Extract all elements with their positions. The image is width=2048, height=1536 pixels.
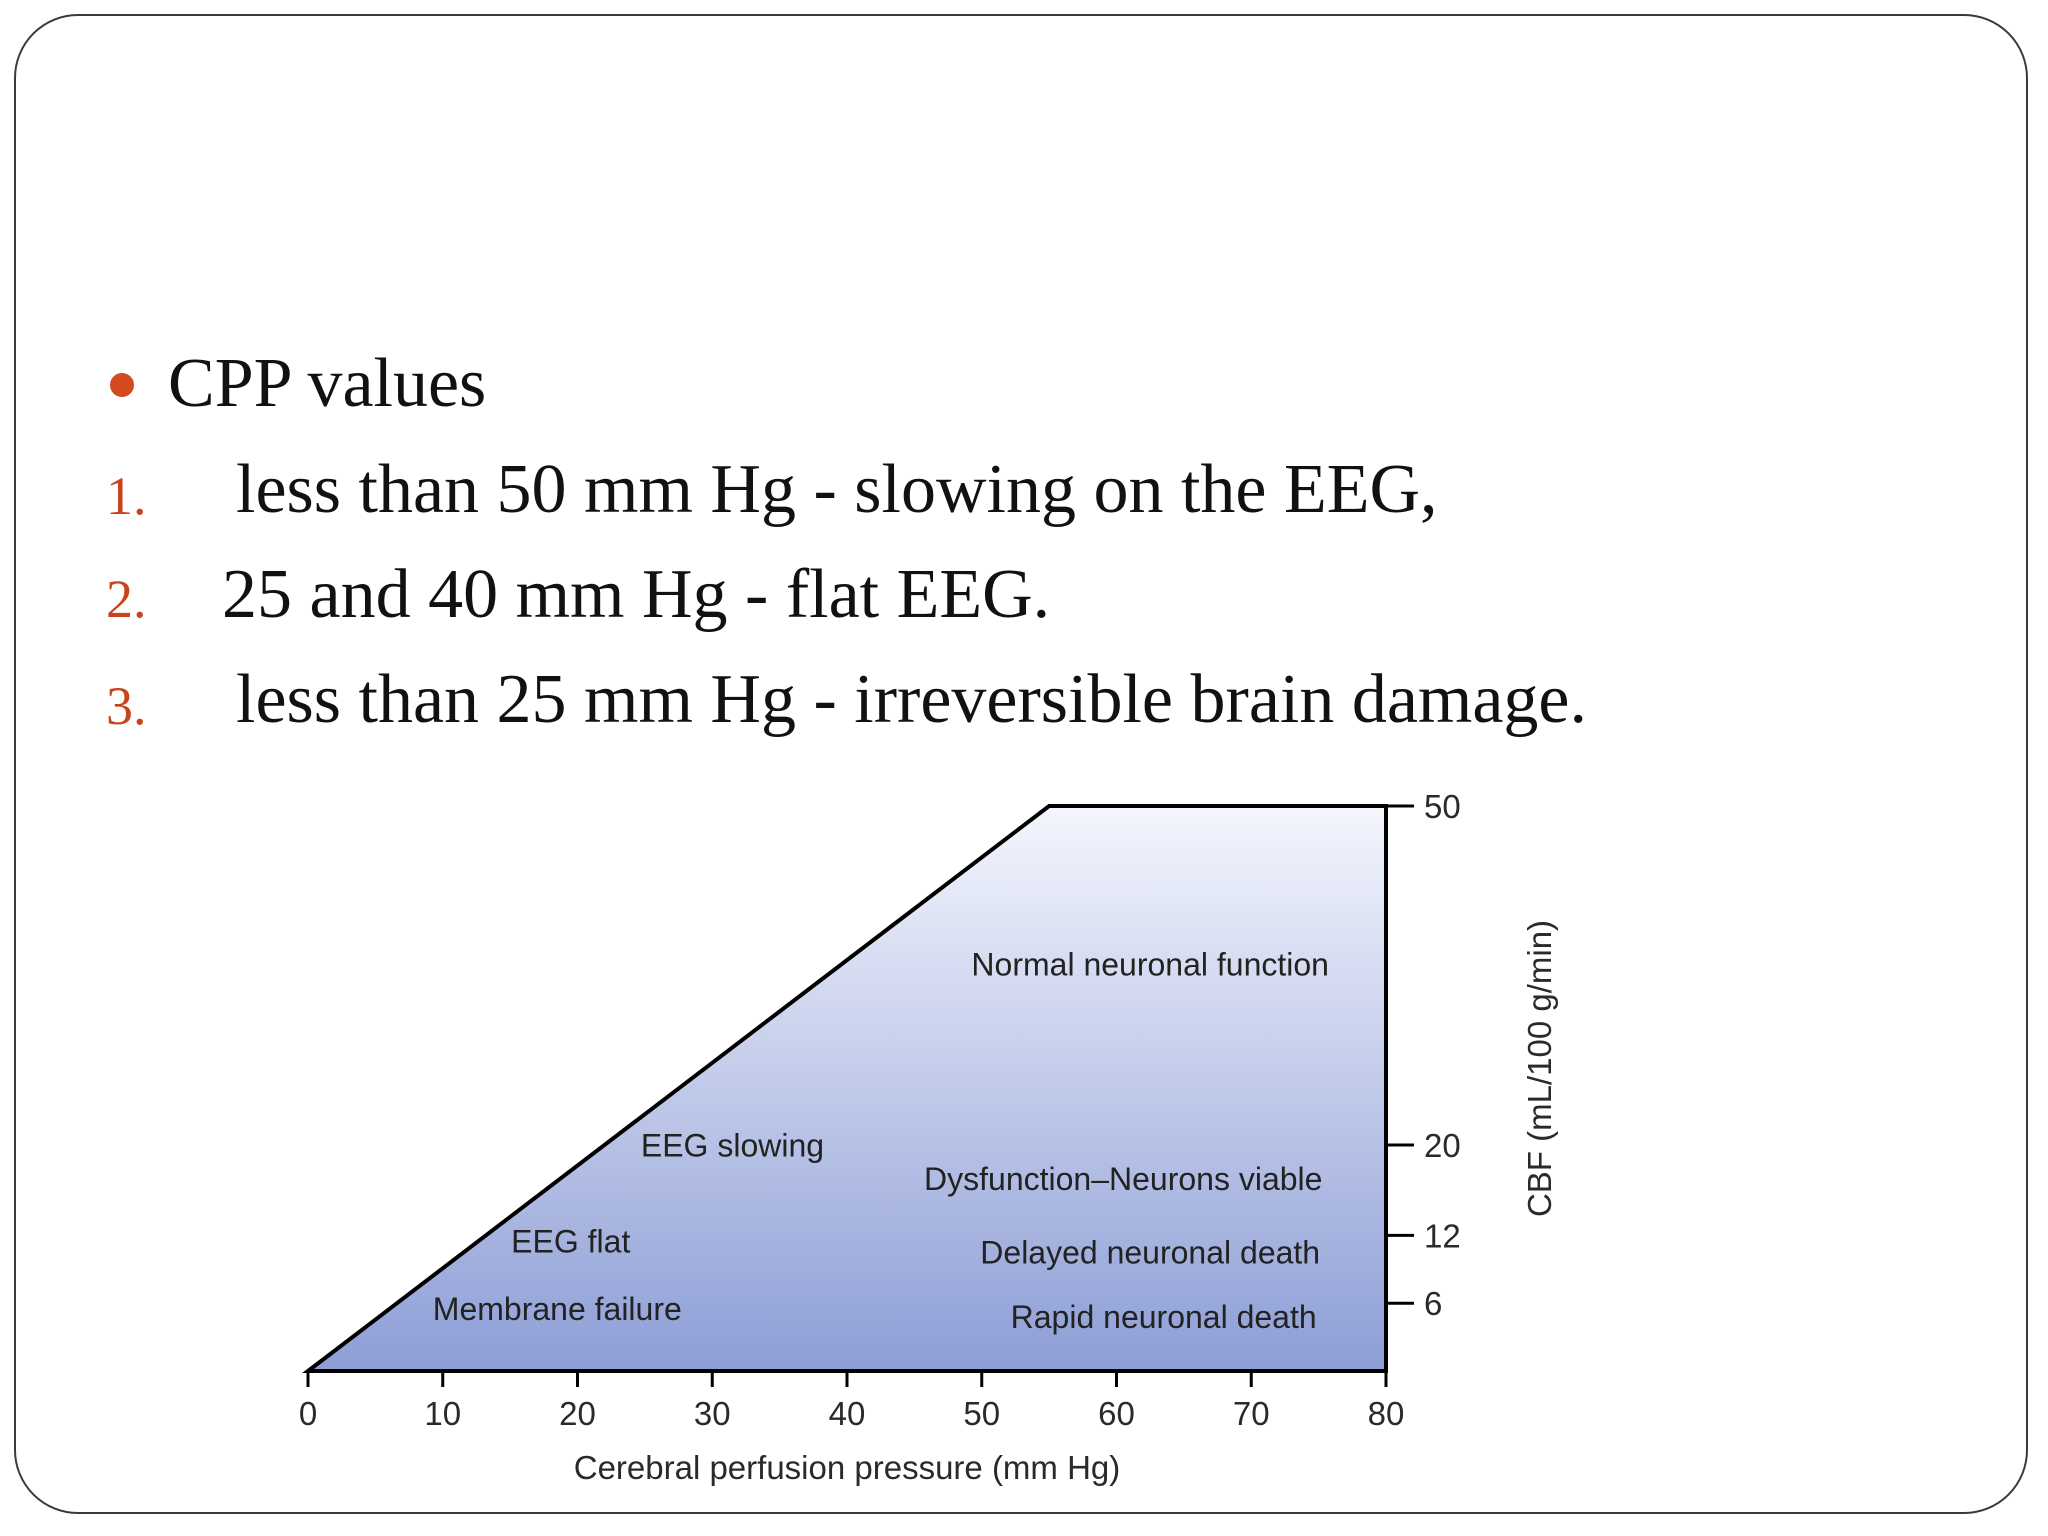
region-label: Delayed neuronal death (980, 1235, 1320, 1271)
y-tick-label: 12 (1424, 1217, 1461, 1254)
list-number-3: 3. (106, 676, 147, 736)
x-tick-label: 70 (1233, 1395, 1270, 1432)
region-label: Normal neuronal function (971, 947, 1329, 983)
list-item-3-text: less than 25 mm Hg - irreversible brain … (236, 661, 1587, 738)
slide-frame (14, 14, 2028, 1514)
region-label: Membrane failure (433, 1291, 682, 1327)
y-tick-label: 50 (1424, 788, 1461, 825)
y-tick-label: 20 (1424, 1127, 1461, 1164)
heading-text: CPP values (168, 345, 487, 422)
region-label: EEG flat (511, 1223, 630, 1259)
x-tick-label: 40 (829, 1395, 866, 1432)
list-number-2: 2. (106, 569, 147, 629)
y-axis-title: CBF (mL/100 g/min) (1521, 920, 1558, 1217)
x-tick-label: 60 (1098, 1395, 1135, 1432)
x-tick-label: 20 (559, 1395, 596, 1432)
x-tick-label: 10 (424, 1395, 461, 1432)
x-tick-label: 50 (963, 1395, 1000, 1432)
region-label: Dysfunction–Neurons viable (924, 1161, 1322, 1197)
cbf-area (302, 804, 1388, 1373)
cbf-chart-svg: 0 10 20 30 40 50 60 70 80 6 12 20 50 Normal neurona… (299, 788, 1558, 1486)
y-tick-label: 6 (1424, 1285, 1442, 1322)
x-tick-label: 80 (1368, 1395, 1405, 1432)
x-axis-title: Cerebral perfusion pressure (mm Hg) (574, 1449, 1121, 1486)
y-ticks: 6 12 20 50 (1386, 788, 1461, 1322)
bullet-dot-icon (110, 373, 134, 397)
x-ticks: 0 10 20 30 40 50 60 70 80 (299, 1371, 1405, 1432)
list-item-1-text: less than 50 mm Hg - slowing on the EEG, (236, 451, 1438, 528)
list-number-1: 1. (106, 466, 147, 526)
x-tick-label: 30 (694, 1395, 731, 1432)
cbf-chart: 0 10 20 30 40 50 60 70 80 6 12 20 50 Normal neurona… (160, 765, 1630, 1500)
region-label: Rapid neuronal death (1011, 1299, 1317, 1335)
list-item-2-text: 25 and 40 mm Hg - flat EEG. (222, 556, 1051, 633)
x-tick-label: 0 (299, 1395, 317, 1432)
annotations: Normal neuronal function EEG slowing Dysfu… (433, 947, 1329, 1336)
region-label: EEG slowing (641, 1127, 824, 1163)
